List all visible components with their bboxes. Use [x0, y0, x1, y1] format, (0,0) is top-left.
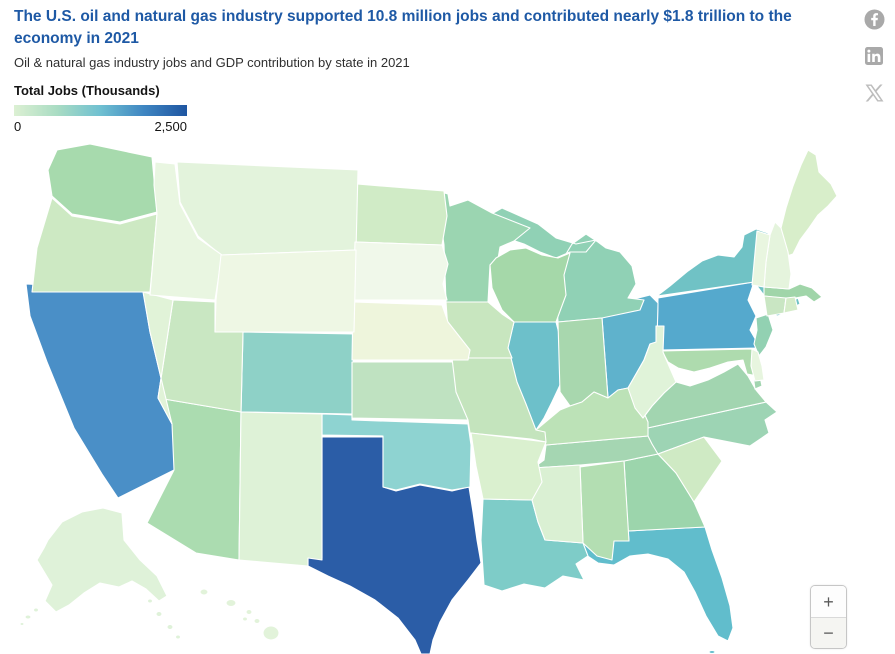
state-hawaii-island[interactable]: [241, 616, 249, 622]
state-nebraska[interactable]: Nebraska: [351, 301, 471, 361]
state-montana[interactable]: Montana: [176, 161, 359, 256]
share-toolbar: [863, 8, 885, 104]
state-oklahoma[interactable]: Oklahoma: [321, 413, 472, 491]
color-legend: Total Jobs (Thousands) 0 2,500: [14, 83, 836, 134]
legend-title: Total Jobs (Thousands): [14, 82, 160, 98]
state-south-carolina[interactable]: South Carolina: [657, 436, 723, 503]
state-kentucky[interactable]: Kentucky: [535, 387, 649, 446]
state-hawaii-island[interactable]: [225, 598, 237, 608]
state-hawaii-island[interactable]: [199, 588, 209, 596]
state-north-dakota[interactable]: North Dakota: [354, 183, 448, 246]
state-alaska[interactable]: Alaska: [36, 507, 168, 613]
state-alaska-island[interactable]: [24, 614, 32, 620]
state-alaska-island[interactable]: [146, 598, 154, 604]
state-nevada[interactable]: Nevada: [142, 291, 174, 425]
state-west-virginia[interactable]: West Virginia: [627, 325, 677, 419]
state-hawaii-island[interactable]: [262, 625, 280, 641]
state-wyoming[interactable]: Wyoming: [214, 249, 357, 333]
x-share-icon[interactable]: [863, 82, 885, 104]
state-missouri[interactable]: Missouri: [451, 357, 547, 443]
state-new-mexico[interactable]: New Mexico: [238, 411, 323, 567]
state-wisconsin[interactable]: Wisconsin: [489, 247, 571, 323]
state-texas[interactable]: Texas: [307, 436, 482, 654]
zoom-in-button[interactable]: +: [811, 586, 846, 617]
state-delaware[interactable]: Delaware: [750, 348, 765, 382]
state-indiana[interactable]: Indiana: [557, 317, 609, 407]
state-alaska-island[interactable]: [166, 623, 174, 631]
state-florida-island[interactable]: [708, 649, 716, 654]
legend-gradient-bar: [14, 104, 187, 116]
state-rhode-island[interactable]: Rhode Island: [783, 296, 799, 314]
map-zoom-control: + −: [810, 585, 847, 649]
legend-axis-labels: 0 2,500: [14, 119, 187, 134]
state-south-dakota[interactable]: South Dakota: [352, 241, 449, 301]
facebook-share-icon[interactable]: [863, 8, 885, 30]
state-hawaii-island[interactable]: [253, 617, 261, 625]
state-alaska-island[interactable]: [155, 610, 163, 618]
page-subtitle: Oil & natural gas industry jobs and GDP …: [14, 54, 410, 70]
state-arkansas[interactable]: Arkansas: [470, 432, 547, 501]
state-alabama[interactable]: Alabama: [579, 460, 630, 561]
state-vermont[interactable]: Vermont: [751, 230, 771, 288]
page-title: The U.S. oil and natural gas industry su…: [14, 8, 792, 48]
state-connecticut[interactable]: Connecticut: [763, 295, 787, 317]
state-maine[interactable]: Maine: [780, 149, 838, 257]
legend-min-label: 0: [14, 118, 22, 134]
state-new-jersey[interactable]: New Jersey: [753, 313, 774, 357]
linkedin-share-icon[interactable]: [863, 45, 885, 67]
zoom-out-button[interactable]: −: [811, 617, 846, 648]
state-alaska-island[interactable]: [174, 634, 182, 640]
state-kansas[interactable]: Kansas: [351, 361, 469, 421]
state-hawaii-island[interactable]: [245, 608, 253, 616]
legend-max-label: 2,500: [154, 118, 187, 134]
state-alaska-island[interactable]: [19, 621, 25, 627]
state-colorado[interactable]: Colorado: [240, 331, 355, 415]
chart-header: The U.S. oil and natural gas industry su…: [14, 6, 836, 134]
state-alaska-island[interactable]: [32, 607, 40, 613]
